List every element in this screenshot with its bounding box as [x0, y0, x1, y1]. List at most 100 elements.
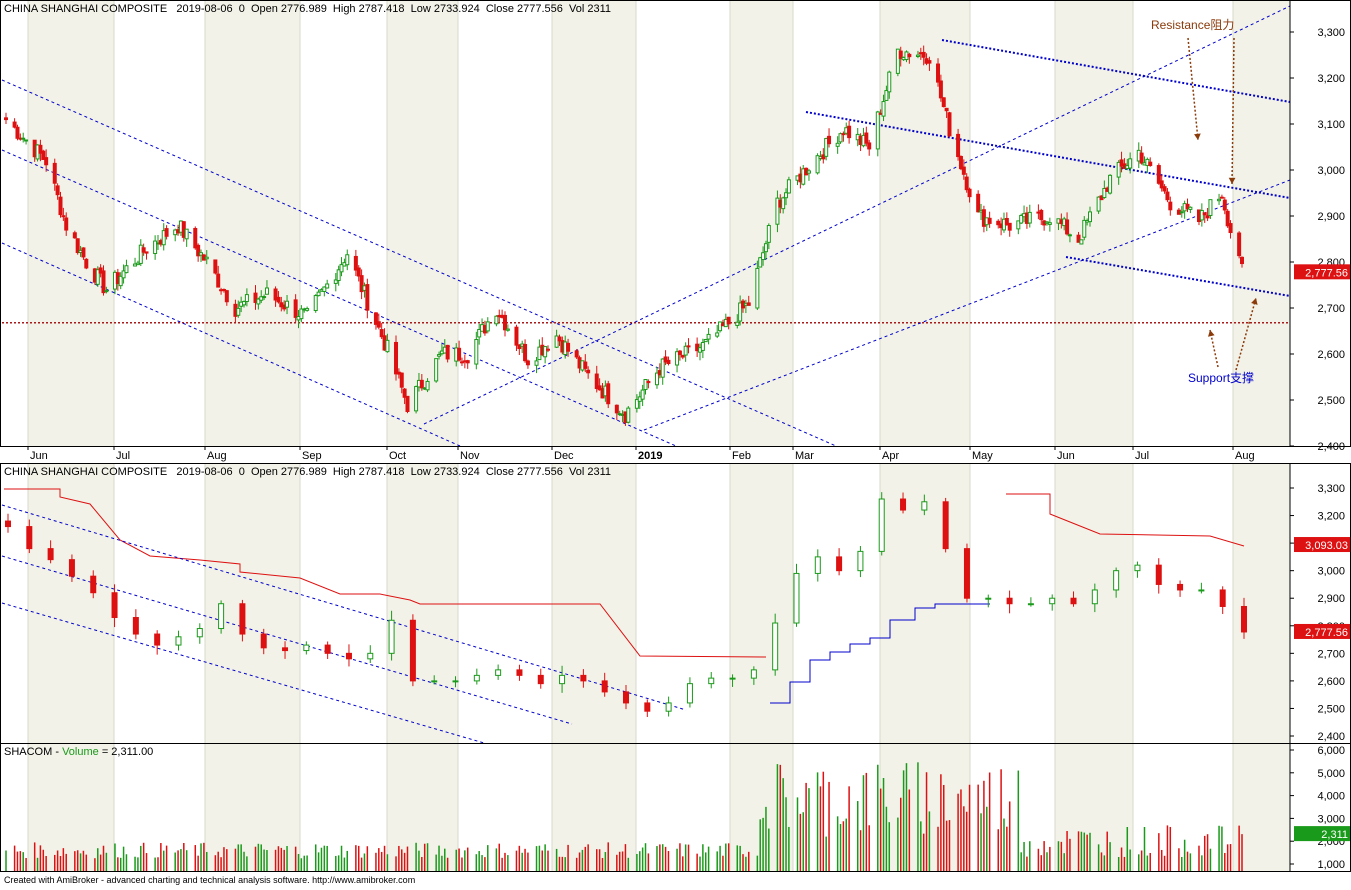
- weekly-candle-body: [729, 677, 736, 680]
- month-band: [28, 463, 114, 743]
- y-tick-label: 2,600: [1317, 676, 1345, 688]
- daily-candle-body: [824, 138, 829, 157]
- weekly-candle-body: [665, 702, 672, 712]
- daily-candle-body: [322, 286, 327, 293]
- weekly-candle-body: [345, 652, 352, 660]
- daily-candle-body: [224, 290, 229, 303]
- weekly-last-tag: 2,777.56: [1305, 627, 1348, 639]
- daily-candle-body: [1202, 212, 1207, 216]
- daily-candle-body: [781, 197, 786, 210]
- daily-candle-body: [199, 252, 204, 256]
- daily-candle-body: [898, 50, 903, 59]
- daily-candle-body: [703, 339, 708, 343]
- daily-candle-body: [1096, 196, 1101, 212]
- month-shading: [28, 0, 1290, 871]
- month-band: [880, 0, 970, 446]
- weekly-candle-body: [47, 548, 54, 561]
- daily-candle-body: [964, 176, 969, 191]
- daily-candle-body: [546, 348, 551, 351]
- y-tick-label: 4,000: [1317, 791, 1345, 803]
- daily-candle-body: [101, 270, 106, 294]
- weekly-candle-body: [90, 575, 97, 594]
- weekly-candle-body: [985, 597, 992, 600]
- weekly-candle-body: [388, 619, 395, 654]
- daily-candle-body: [95, 269, 100, 285]
- month-band: [205, 743, 300, 871]
- daily-candle-body: [574, 350, 579, 358]
- daily-candle-body: [525, 360, 530, 366]
- daily-candle-body: [1128, 158, 1133, 169]
- support-annotation: Support支撑: [1188, 371, 1255, 385]
- daily-candle-body: [640, 389, 645, 400]
- daily-candle-body: [345, 254, 350, 266]
- trend-channel-line: [423, 5, 1291, 425]
- daily-candle-body: [1148, 161, 1153, 167]
- daily-candle-body: [755, 267, 760, 309]
- daily-candle-body: [242, 301, 247, 306]
- daily-candle-body: [907, 53, 912, 58]
- daily-candle-body: [124, 265, 129, 274]
- daily-candle-body: [414, 386, 419, 412]
- daily-candle-body: [835, 142, 840, 147]
- daily-candle-body: [947, 112, 952, 137]
- daily-candle-body: [654, 372, 659, 386]
- weekly-candle-body: [537, 674, 544, 685]
- y-tick-label: 3,300: [1317, 483, 1345, 495]
- volume-tag-bg: [1294, 826, 1350, 842]
- daily-candle-body: [353, 255, 358, 271]
- month-band: [1233, 0, 1290, 446]
- daily-candle-body: [554, 335, 559, 348]
- daily-candle-body: [262, 296, 267, 299]
- daily-candle-body: [339, 264, 344, 273]
- daily-candle-body: [867, 142, 872, 150]
- weekly-candle-body: [708, 677, 715, 685]
- daily-candle-body: [915, 54, 920, 58]
- daily-candle-body: [746, 302, 751, 306]
- weekly-candle-body: [1198, 589, 1205, 592]
- daily-candle-body: [385, 339, 390, 353]
- daily-candle-body: [1007, 222, 1012, 231]
- daily-candle-body: [273, 288, 278, 301]
- daily-candle-body: [253, 292, 258, 303]
- daily-candle-body: [1217, 198, 1222, 202]
- daily-candle-body: [700, 342, 705, 351]
- daily-candle-body: [434, 358, 439, 382]
- daily-candle-body: [586, 369, 591, 374]
- daily-candle-body: [1222, 199, 1227, 211]
- annotation-arrow: [1231, 37, 1235, 185]
- month-band: [552, 0, 636, 446]
- daily-candle-body: [884, 90, 889, 101]
- daily-candle-body: [359, 275, 364, 293]
- volume-header-name: SHACOM -: [4, 746, 63, 758]
- weekly-candle-body: [1113, 570, 1120, 591]
- daily-candle-body: [216, 273, 221, 288]
- last-price-tag: 2,777.56: [1305, 267, 1348, 279]
- month-band: [552, 743, 636, 871]
- daily-candle-body: [941, 97, 946, 108]
- daily-candle-body: [663, 356, 668, 363]
- daily-candle-body: [285, 300, 290, 308]
- x-tick-label: Jul: [1135, 450, 1149, 462]
- weekly-candle-body: [495, 669, 502, 676]
- y-tick-label: 3,200: [1317, 73, 1345, 85]
- daily-candle-body: [944, 107, 949, 112]
- daily-candle-body: [841, 133, 846, 136]
- daily-candle-body: [987, 217, 992, 224]
- price-panel-header: CHINA SHANGHAI COMPOSITE 2019-08-06 0 Op…: [4, 3, 611, 15]
- trailing-stop-blue: [770, 603, 990, 704]
- daily-candle-body: [761, 252, 766, 261]
- weekly-candle-body: [516, 669, 523, 676]
- annotation-arrowhead: [1194, 133, 1201, 140]
- daily-candle-body: [597, 385, 602, 391]
- daily-candle-body: [806, 170, 811, 174]
- weekly-candle-body: [26, 526, 33, 550]
- panel-frame: [0, 0, 1351, 447]
- daily-candle-body: [24, 139, 29, 142]
- daily-candle-body: [193, 227, 198, 249]
- trend-channel-line: [1065, 256, 1291, 297]
- x-tick-label: Jun: [1057, 450, 1075, 462]
- stop-tag: 3,093.03: [1305, 540, 1348, 552]
- trend-channel-line: [805, 111, 1291, 199]
